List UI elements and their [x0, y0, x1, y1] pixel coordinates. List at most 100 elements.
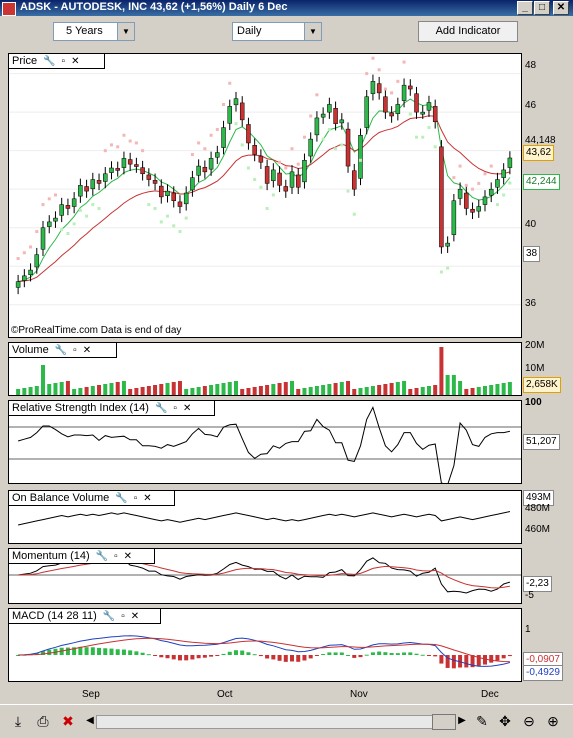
- zoom-in-icon[interactable]: ⊕: [547, 713, 559, 729]
- macd-histogram-bar: [383, 652, 388, 655]
- period-select[interactable]: 5 Years ▼: [53, 22, 135, 41]
- macd-histogram-bar: [451, 655, 456, 669]
- candle-body: [53, 217, 58, 222]
- candle-body: [488, 188, 494, 196]
- wrench-icon[interactable]: 🔧: [54, 344, 68, 356]
- close-icon[interactable]: ✕: [130, 610, 140, 622]
- scrollbar-thumb[interactable]: [432, 714, 456, 730]
- macd-panel[interactable]: MACD (14 28 11) 🔧 ▫ ✕: [8, 608, 522, 682]
- bottom-toolbar: ⤓ ⎙ ✖ ◀ ▶ ✎ ✥ ⊖ ⊕: [0, 704, 573, 738]
- last-price-tag: 43,62: [523, 145, 555, 161]
- volume-bar: [327, 384, 332, 395]
- chevron-down-icon[interactable]: ▼: [304, 23, 321, 40]
- macd-histogram-bar: [128, 650, 133, 655]
- volume-bar: [414, 388, 419, 395]
- momentum-axis: -2,23 -5: [522, 548, 573, 604]
- close-icon[interactable]: ✕: [123, 550, 133, 562]
- close-icon[interactable]: ✕: [82, 344, 92, 356]
- sar-dot: [222, 102, 226, 106]
- sar-dot: [103, 149, 107, 153]
- candle-body: [65, 205, 71, 209]
- macd-histogram-bar: [352, 655, 357, 658]
- wrench-icon[interactable]: 🔧: [95, 550, 109, 562]
- candle-body: [295, 174, 301, 188]
- print-icon[interactable]: ⎙: [37, 713, 49, 729]
- sar-dot: [489, 164, 493, 168]
- chevron-down-icon[interactable]: ▼: [117, 23, 134, 40]
- volume-panel[interactable]: Volume 🔧 ▫ ✕: [8, 342, 522, 396]
- scroll-left-icon[interactable]: ◀: [86, 715, 94, 726]
- rsi-axis: 100 51,207: [522, 397, 573, 484]
- interval-select[interactable]: Daily ▼: [232, 22, 322, 41]
- candle-body: [127, 159, 133, 165]
- rsi-panel[interactable]: Relative Strength Index (14) 🔧 ▫ ✕: [8, 400, 522, 484]
- close-icon[interactable]: ✕: [143, 492, 152, 504]
- move-icon[interactable]: ✥: [499, 713, 511, 729]
- macd-histogram-bar: [103, 648, 108, 655]
- wrench-icon[interactable]: 🔧: [43, 55, 56, 67]
- window-icon[interactable]: ▫: [133, 492, 138, 504]
- sar-dot: [340, 143, 344, 147]
- candle-body: [115, 168, 120, 171]
- macd-histogram-bar: [97, 647, 102, 655]
- volume-bar: [233, 381, 238, 395]
- candle-body: [252, 145, 257, 155]
- wrench-icon[interactable]: 🔧: [102, 610, 116, 622]
- sar-dot: [508, 181, 512, 185]
- window-icon[interactable]: ▫: [114, 550, 118, 562]
- scroll-right-icon[interactable]: ▶: [458, 715, 466, 726]
- sar-dot: [421, 135, 425, 139]
- zoom-out-icon[interactable]: ⊖: [523, 713, 535, 729]
- macd-histogram-bar: [246, 652, 251, 655]
- macd-histogram-bar: [426, 655, 431, 656]
- candle-body: [177, 201, 183, 207]
- close-icon[interactable]: ✕: [182, 402, 192, 414]
- sar-dot: [471, 187, 475, 191]
- sar-dot: [234, 122, 238, 126]
- macd-histogram-bar: [84, 647, 89, 655]
- sar-dot: [41, 203, 45, 207]
- edit-icon[interactable]: ✎: [476, 713, 488, 729]
- wrench-icon[interactable]: 🔧: [154, 402, 168, 414]
- momentum-tick: -5: [525, 590, 534, 601]
- volume-bar: [420, 387, 425, 395]
- save-icon[interactable]: ⤓: [14, 713, 22, 729]
- window-icon[interactable]: ▫: [121, 610, 125, 622]
- volume-bar: [140, 387, 145, 395]
- candle-body: [376, 83, 382, 94]
- close-button[interactable]: ✕: [553, 1, 569, 15]
- price-panel[interactable]: Price 🔧 ▫ ✕ ©ProRealTime.com Data is end…: [8, 53, 522, 338]
- macd-histogram-bar: [308, 655, 313, 659]
- sar-dot: [464, 183, 468, 187]
- add-indicator-button[interactable]: Add Indicator: [418, 21, 518, 42]
- candle-body: [277, 172, 282, 186]
- volume-bar: [221, 383, 226, 395]
- wrench-icon[interactable]: 🔧: [115, 492, 128, 504]
- sar-dot: [271, 193, 275, 197]
- maximize-button[interactable]: □: [534, 1, 550, 15]
- scrollbar[interactable]: [96, 715, 434, 729]
- close-icon[interactable]: ✕: [71, 55, 80, 67]
- volume-bar: [402, 381, 407, 395]
- momentum-panel[interactable]: Momentum (14) 🔧 ▫ ✕: [8, 548, 522, 604]
- window-icon[interactable]: ▫: [73, 344, 77, 356]
- obv-tick: 480M: [525, 503, 551, 514]
- sar-dot: [22, 251, 26, 255]
- sar-dot: [78, 208, 82, 212]
- macd-histogram-bar: [495, 655, 500, 661]
- window-icon[interactable]: ▫: [173, 402, 177, 414]
- macd-histogram-bar: [408, 652, 413, 655]
- candle-body: [495, 179, 500, 188]
- sar-dot: [396, 79, 400, 83]
- delete-icon[interactable]: ✖: [62, 713, 74, 729]
- window-icon[interactable]: ▫: [61, 55, 66, 67]
- volume-bar: [482, 386, 487, 395]
- minimize-button[interactable]: _: [517, 1, 533, 15]
- sar-dot: [452, 176, 456, 180]
- macd-histogram-bar: [109, 648, 114, 655]
- macd-histogram-bar: [283, 655, 288, 662]
- volume-bar: [464, 389, 469, 395]
- obv-panel[interactable]: On Balance Volume 🔧 ▫ ✕: [8, 490, 522, 544]
- sar-dot: [16, 257, 20, 261]
- macd-histogram-bar: [78, 646, 83, 655]
